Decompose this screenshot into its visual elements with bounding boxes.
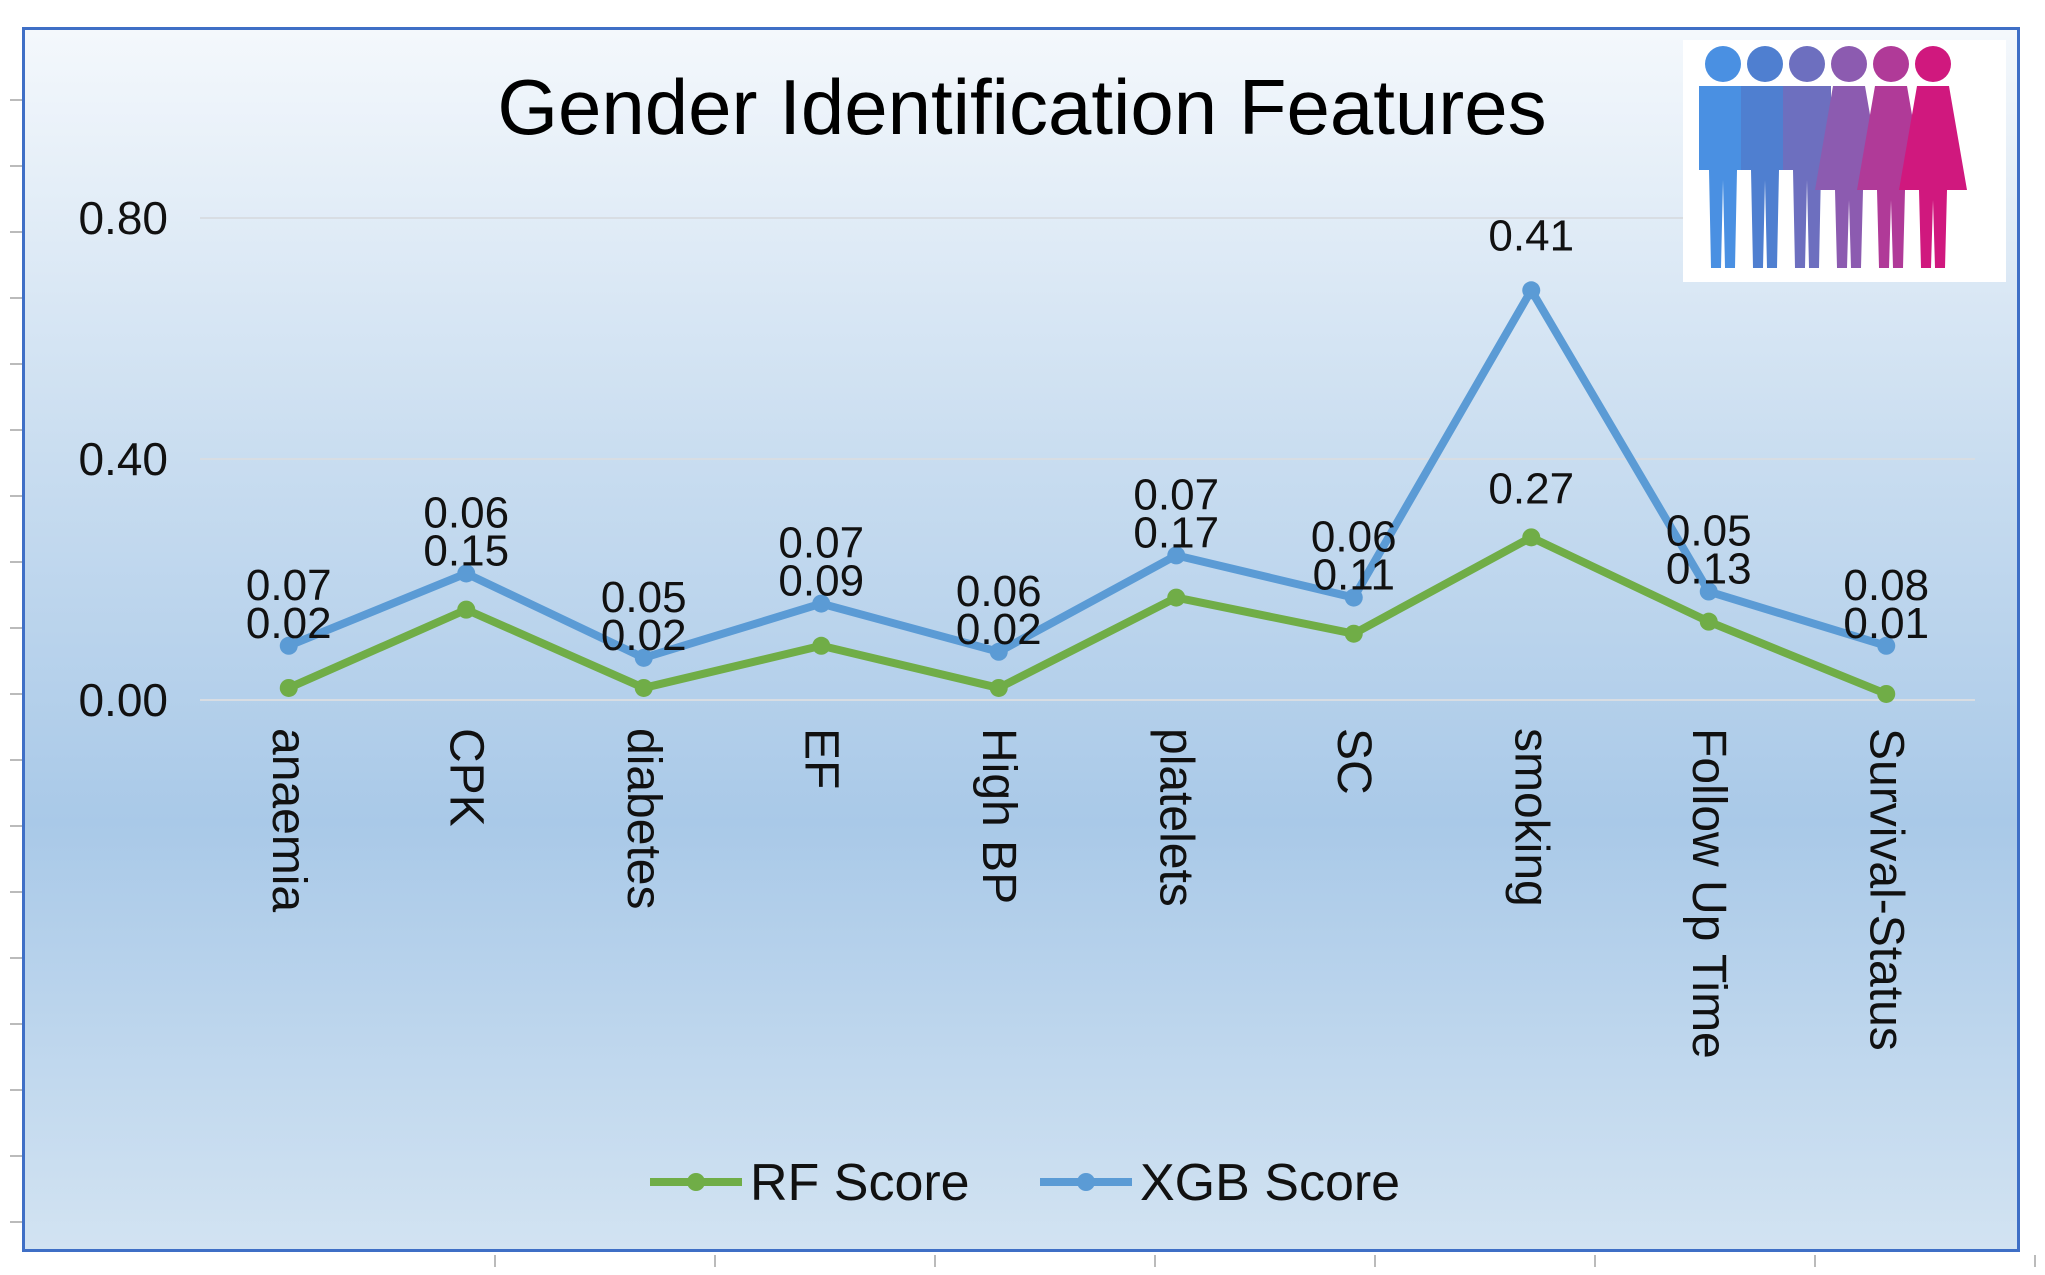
x-category-label: smoking bbox=[1504, 728, 1557, 907]
xgb-data-label: 0.06 bbox=[423, 488, 509, 537]
chart-title: Gender Identification Features bbox=[497, 63, 1546, 151]
xgb-data-label: 0.41 bbox=[1488, 211, 1574, 260]
rf-data-label: 0.17 bbox=[1133, 508, 1219, 557]
people-gender-icon bbox=[1683, 40, 2006, 282]
legend: RF Score XGB Score bbox=[650, 1154, 1400, 1212]
data-point bbox=[812, 636, 831, 655]
rf-data-label: 0.27 bbox=[1488, 464, 1574, 513]
y-tick-label: 0.40 bbox=[78, 433, 168, 485]
legend-marker bbox=[687, 1173, 705, 1191]
y-tick-label: 0.80 bbox=[78, 192, 168, 244]
x-category-label: platelets bbox=[1149, 728, 1202, 907]
data-point bbox=[1167, 546, 1186, 565]
data-point bbox=[989, 642, 1008, 661]
gridlines bbox=[200, 217, 1975, 701]
rf-data-label: 0.09 bbox=[778, 557, 864, 606]
y-axis-tick-labels: 0.00 0.40 0.80 bbox=[78, 192, 168, 726]
xgb-data-label: 0.08 bbox=[1843, 561, 1929, 610]
rf-data-label: 0.02 bbox=[246, 599, 332, 648]
x-category-label: CPK bbox=[439, 728, 492, 827]
y-tick-label: 0.00 bbox=[78, 674, 168, 726]
xgb-data-label: 0.07 bbox=[1133, 470, 1219, 519]
x-category-label: Follow Up Time bbox=[1682, 728, 1735, 1059]
rf-data-label: 0.15 bbox=[423, 526, 509, 575]
data-point bbox=[634, 648, 653, 667]
data-point bbox=[1522, 528, 1541, 547]
series-line bbox=[287, 533, 1888, 698]
data-point bbox=[1877, 684, 1896, 703]
data-point bbox=[457, 600, 476, 619]
frame-left-ticks bbox=[10, 99, 22, 1223]
person-figure bbox=[1815, 46, 1883, 268]
series-line bbox=[287, 286, 1888, 662]
x-category-label: anaemia bbox=[262, 728, 315, 912]
x-category-label: Survival-Status bbox=[1859, 728, 1912, 1051]
person-figure bbox=[1899, 46, 1967, 268]
rf-data-label: 0.13 bbox=[1666, 545, 1752, 594]
xgb-data-label: 0.06 bbox=[956, 567, 1042, 616]
xgb-data-label: 0.07 bbox=[778, 519, 864, 568]
data-labels: 0.070.020.060.150.050.020.070.09 0.060.02… bbox=[246, 211, 1929, 660]
x-axis-category-labels: anaemia CPK diabetes EF High BP platelets SC sm… bbox=[262, 728, 1913, 1059]
data-point bbox=[1344, 624, 1363, 643]
data-point bbox=[1522, 281, 1541, 300]
person-figure bbox=[1741, 46, 1789, 268]
data-point bbox=[812, 594, 831, 613]
person-figure bbox=[1699, 46, 1747, 268]
person-figure bbox=[1857, 46, 1925, 268]
data-point bbox=[634, 678, 653, 697]
data-point bbox=[1699, 612, 1718, 631]
data-point bbox=[279, 678, 298, 697]
legend-label: RF Score bbox=[750, 1154, 970, 1212]
series-lines bbox=[287, 286, 1888, 698]
legend-marker bbox=[1077, 1173, 1095, 1191]
data-point bbox=[989, 678, 1008, 697]
x-category-label: EF bbox=[794, 728, 847, 789]
frame-bottom-ticks bbox=[494, 1255, 2036, 1267]
legend-label: XGB Score bbox=[1140, 1154, 1400, 1212]
data-point bbox=[1699, 582, 1718, 601]
xgb-data-label: 0.07 bbox=[246, 561, 332, 610]
series-points bbox=[279, 281, 1896, 703]
person-figure bbox=[1783, 46, 1831, 268]
xgb-data-label: 0.05 bbox=[601, 573, 687, 622]
rf-data-label: 0.01 bbox=[1843, 599, 1929, 648]
rf-data-label: 0.02 bbox=[601, 611, 687, 660]
x-category-label: diabetes bbox=[617, 728, 670, 909]
rf-data-label: 0.02 bbox=[956, 605, 1042, 654]
x-category-label: SC bbox=[1327, 728, 1380, 795]
data-point bbox=[1344, 588, 1363, 607]
xgb-data-label: 0.06 bbox=[1311, 513, 1397, 562]
data-point bbox=[1167, 588, 1186, 607]
data-point bbox=[457, 564, 476, 583]
xgb-data-label: 0.05 bbox=[1666, 507, 1752, 556]
x-category-label: High BP bbox=[972, 728, 1025, 904]
rf-data-label: 0.11 bbox=[1313, 551, 1395, 600]
data-point bbox=[1877, 636, 1896, 655]
data-point bbox=[279, 636, 298, 655]
